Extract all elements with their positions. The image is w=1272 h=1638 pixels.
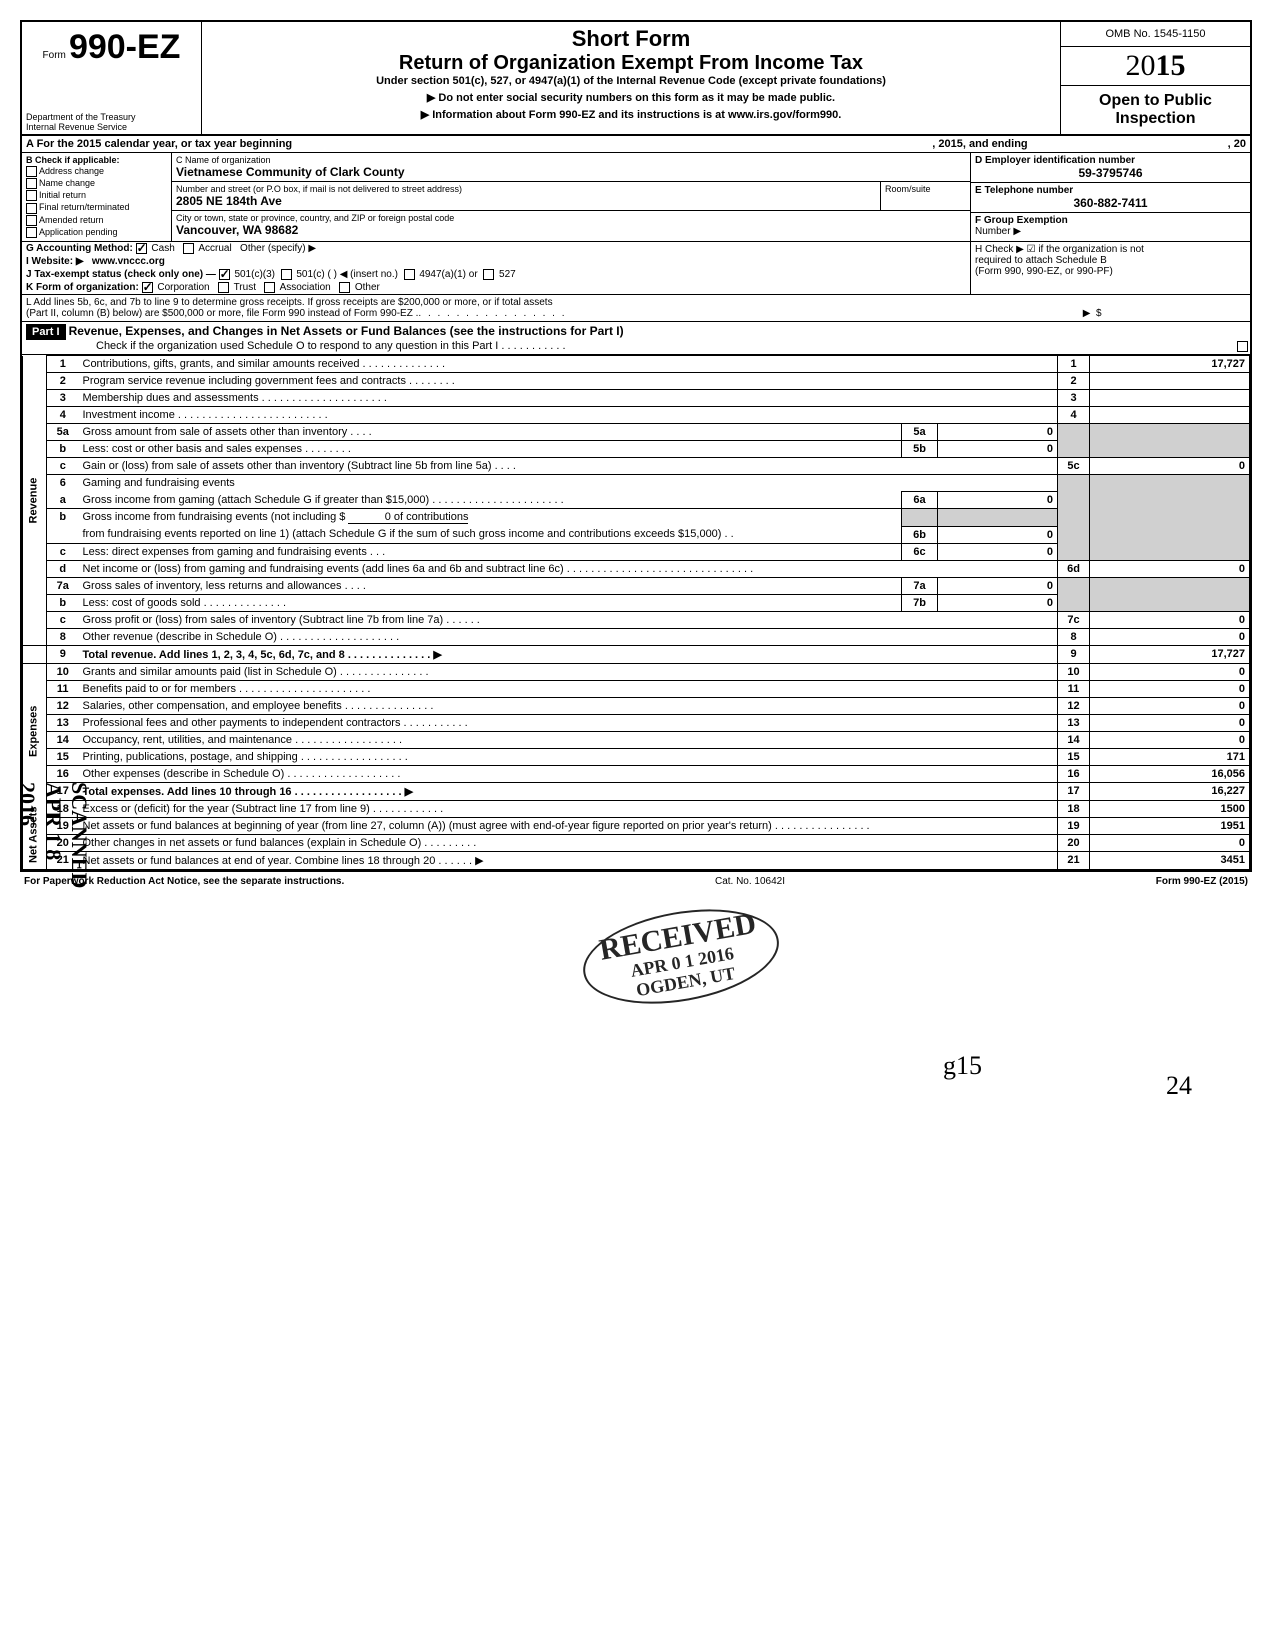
chk-pending[interactable]: [26, 227, 37, 238]
part1-label: Part I: [26, 324, 66, 340]
section-e: E Telephone number 360-882-7411: [971, 183, 1250, 213]
chk-name-change[interactable]: [26, 178, 37, 189]
l-amount: $: [1096, 308, 1246, 319]
scanned-stamp: SCANNED APR 1 8 2016: [14, 782, 92, 888]
form-number-cell: Form 990-EZ: [22, 22, 202, 106]
street-label: Number and street (or P.O box, if mail i…: [176, 184, 876, 194]
part1-title: Revenue, Expenses, and Changes in Net As…: [69, 324, 624, 338]
handwritten-1: g15: [943, 1051, 982, 1081]
year-suffix: 15: [1156, 49, 1186, 82]
chk-accrual[interactable]: [183, 243, 194, 254]
title-cell: Short Form Return of Organization Exempt…: [202, 22, 1060, 134]
chk-527[interactable]: [483, 269, 494, 280]
do-not-enter: ▶ Do not enter social security numbers o…: [208, 91, 1054, 104]
section-city: City or town, state or province, country…: [172, 211, 970, 239]
chk-cash[interactable]: [136, 243, 147, 254]
row-l: L Add lines 5b, 6c, and 7b to line 9 to …: [22, 295, 1250, 322]
section-b-heading: B Check if applicable:: [26, 155, 167, 165]
l-line1: L Add lines 5b, 6c, and 7b to line 9 to …: [26, 297, 1246, 308]
chk-501c[interactable]: [281, 269, 292, 280]
section-street: Number and street (or P.O box, if mail i…: [172, 182, 970, 211]
header: Form 990-EZ Department of the Treasury I…: [22, 22, 1250, 136]
handwritten-2: 24: [1166, 1071, 1192, 1101]
form-prefix: Form: [43, 50, 66, 61]
section-h: H Check ▶ ☑ if the organization is not r…: [970, 242, 1250, 294]
part1-header: Part I Revenue, Expenses, and Changes in…: [22, 322, 1250, 355]
form-number: 990-EZ: [69, 28, 181, 66]
chk-assoc[interactable]: [264, 282, 275, 293]
section-d: D Employer identification number 59-3795…: [971, 153, 1250, 183]
short-form-title: Short Form: [208, 26, 1054, 52]
form-page: Form 990-EZ Department of the Treasury I…: [20, 20, 1252, 872]
chk-initial-return[interactable]: [26, 190, 37, 201]
tax-year: 2015: [1061, 47, 1250, 86]
chk-corp[interactable]: [142, 282, 153, 293]
col-gijk: G Accounting Method: Cash Accrual Other …: [22, 242, 970, 294]
d-label: D Employer identification number: [975, 155, 1246, 166]
h-line1: H Check ▶ ☑ if the organization is not: [975, 244, 1246, 255]
part1-check-line: Check if the organization used Schedule …: [96, 340, 566, 352]
chk-4947[interactable]: [404, 269, 415, 280]
info-about: ▶ Information about Form 990-EZ and its …: [208, 108, 1054, 121]
side-expenses: Expenses: [23, 663, 47, 800]
main-title: Return of Organization Exempt From Incom…: [208, 52, 1054, 75]
f-label2: Number ▶: [975, 226, 1246, 237]
section-def: D Employer identification number 59-3795…: [970, 153, 1250, 241]
chk-amended[interactable]: [26, 215, 37, 226]
chk-address-change[interactable]: [26, 166, 37, 177]
l-line2: (Part II, column (B) below) are $500,000…: [26, 308, 418, 319]
open-to-public: Open to Public Inspection: [1061, 86, 1250, 134]
chk-trust[interactable]: [218, 282, 229, 293]
dept-cell: Department of the Treasury Internal Reve…: [22, 106, 202, 134]
city-label: City or town, state or province, country…: [176, 213, 966, 223]
row-i: I Website: ▶ www.vnccc.org: [22, 255, 970, 268]
h-line2: required to attach Schedule B: [975, 255, 1246, 266]
row-g: G Accounting Method: Cash Accrual Other …: [22, 242, 970, 255]
d-value: 59-3795746: [975, 166, 1246, 180]
row-j: J Tax-exempt status (check only one) — 5…: [22, 268, 970, 281]
dept-line1: Department of the Treasury: [26, 112, 197, 122]
chk-501c3[interactable]: [219, 269, 230, 280]
chk-final-return[interactable]: [26, 203, 37, 214]
line-a-mid: , 2015, and ending: [932, 138, 1027, 150]
year-prefix: 20: [1126, 49, 1156, 82]
line-a-suffix: , 20: [1228, 138, 1246, 150]
footer-right: Form 990-EZ (2015): [1156, 876, 1248, 887]
website-value: www.vnccc.org: [92, 256, 165, 267]
section-c-wrap: C Name of organization Vietnamese Commun…: [172, 153, 970, 241]
side-revenue: Revenue: [23, 356, 47, 646]
room-suite: Room/suite: [880, 182, 970, 210]
e-label: E Telephone number: [975, 185, 1246, 196]
meta-block: B Check if applicable: Address change Na…: [22, 153, 1250, 242]
dept-line2: Internal Revenue Service: [26, 122, 197, 132]
footer: For Paperwork Reduction Act Notice, see …: [20, 872, 1252, 891]
section-f: F Group Exemption Number ▶: [971, 213, 1250, 239]
under-section: Under section 501(c), 527, or 4947(a)(1)…: [208, 75, 1054, 87]
body-table: Revenue 1 Contributions, gifts, grants, …: [22, 355, 1250, 870]
h-line3: (Form 990, 990-EZ, or 990-PF): [975, 266, 1246, 277]
row-k: K Form of organization: Corporation Trus…: [22, 281, 970, 294]
e-value: 360-882-7411: [975, 196, 1246, 210]
line-a: A For the 2015 calendar year, or tax yea…: [22, 136, 1250, 153]
footer-mid: Cat. No. 10642I: [344, 876, 1155, 887]
line-a-prefix: A For the 2015 calendar year, or tax yea…: [26, 138, 292, 150]
section-c: C Name of organization Vietnamese Commun…: [172, 153, 970, 182]
c-label: C Name of organization: [176, 155, 966, 165]
right-cell: OMB No. 1545-1150 2015 Open to Public In…: [1060, 22, 1250, 134]
city-value: Vancouver, WA 98682: [176, 223, 966, 237]
omb-number: OMB No. 1545-1150: [1061, 22, 1250, 47]
chk-schedule-o[interactable]: [1237, 341, 1248, 352]
f-label: F Group Exemption: [975, 215, 1246, 226]
section-b: B Check if applicable: Address change Na…: [22, 153, 172, 241]
c-value: Vietnamese Community of Clark County: [176, 165, 966, 179]
chk-other-org[interactable]: [339, 282, 350, 293]
street-value: 2805 NE 184th Ave: [176, 194, 876, 208]
row-gh: G Accounting Method: Cash Accrual Other …: [22, 242, 1250, 295]
